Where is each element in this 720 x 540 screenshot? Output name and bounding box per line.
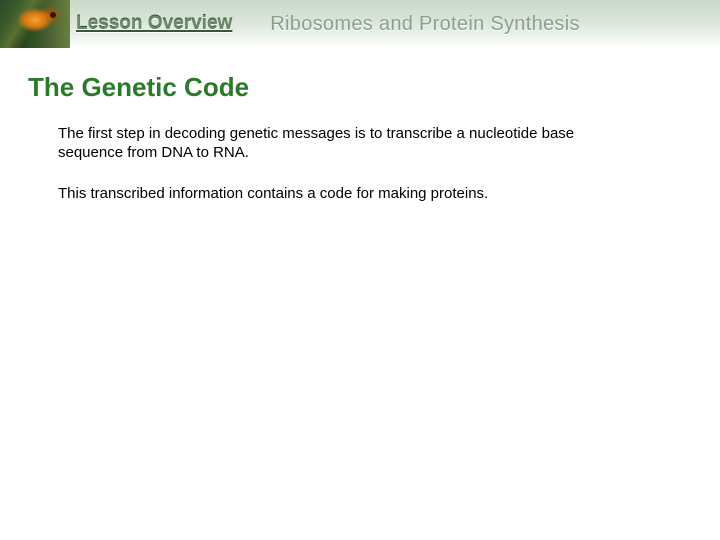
- lesson-overview-label: Lesson Overview: [76, 13, 232, 35]
- body-paragraph-2: This transcribed information contains a …: [58, 185, 618, 204]
- body-paragraph-1: The first step in decoding genetic messa…: [58, 125, 618, 163]
- slide-content: The Genetic Code The first step in decod…: [0, 48, 720, 203]
- header-bar: Lesson Overview Ribosomes and Protein Sy…: [0, 0, 720, 48]
- lesson-title: Ribosomes and Protein Synthesis: [270, 13, 579, 36]
- header-thumbnail-image: [0, 0, 70, 48]
- section-heading: The Genetic Code: [28, 72, 692, 103]
